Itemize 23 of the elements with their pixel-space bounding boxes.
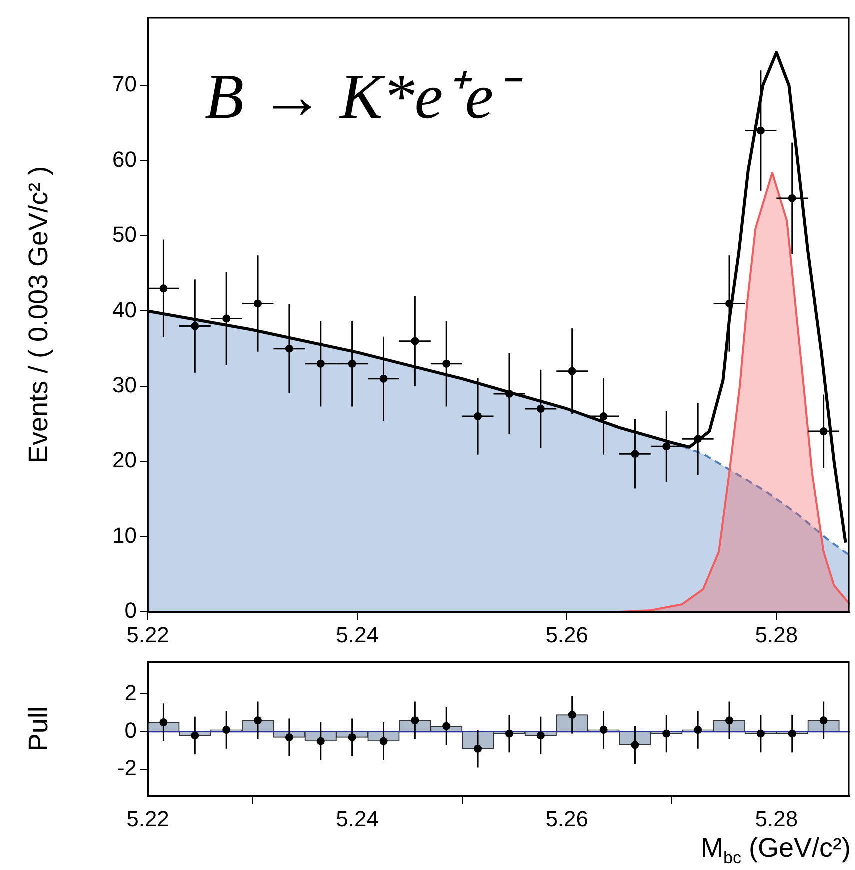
y-tick-label: 10 [112, 522, 137, 548]
x-tick-label: 5.24 [336, 622, 379, 648]
y-tick-label: 60 [112, 146, 137, 172]
x-tick-label: 5.28 [755, 622, 798, 648]
x-axis-title: M$_{bc}$ (GeV/c²) [701, 832, 851, 868]
x-tick-label: 5.28 [755, 806, 798, 832]
y-tick-label: 20 [112, 448, 137, 473]
x-tick-label: 5.22 [126, 806, 170, 832]
y-tick-label: -2 [117, 756, 137, 781]
annotation: B → K*e⁺e⁻ [205, 61, 524, 132]
x-tick-label: 5.26 [546, 806, 589, 832]
y-tick-label: 0 [124, 598, 137, 624]
y-axis-title: Pull [24, 706, 54, 752]
y-tick-label: 70 [112, 72, 137, 97]
y-tick-label: 30 [112, 372, 137, 398]
y-tick-label: 2 [124, 680, 137, 706]
x-tick-label: 5.24 [336, 806, 379, 832]
y-axis-title: Events / ( 0.003 GeV/c² ) [24, 166, 54, 464]
x-tick-label: 5.22 [126, 622, 170, 648]
y-tick-label: 50 [112, 222, 137, 248]
y-tick-label: 0 [124, 718, 137, 743]
x-tick-label: 5.26 [546, 622, 589, 648]
y-tick-label: 40 [112, 297, 137, 322]
